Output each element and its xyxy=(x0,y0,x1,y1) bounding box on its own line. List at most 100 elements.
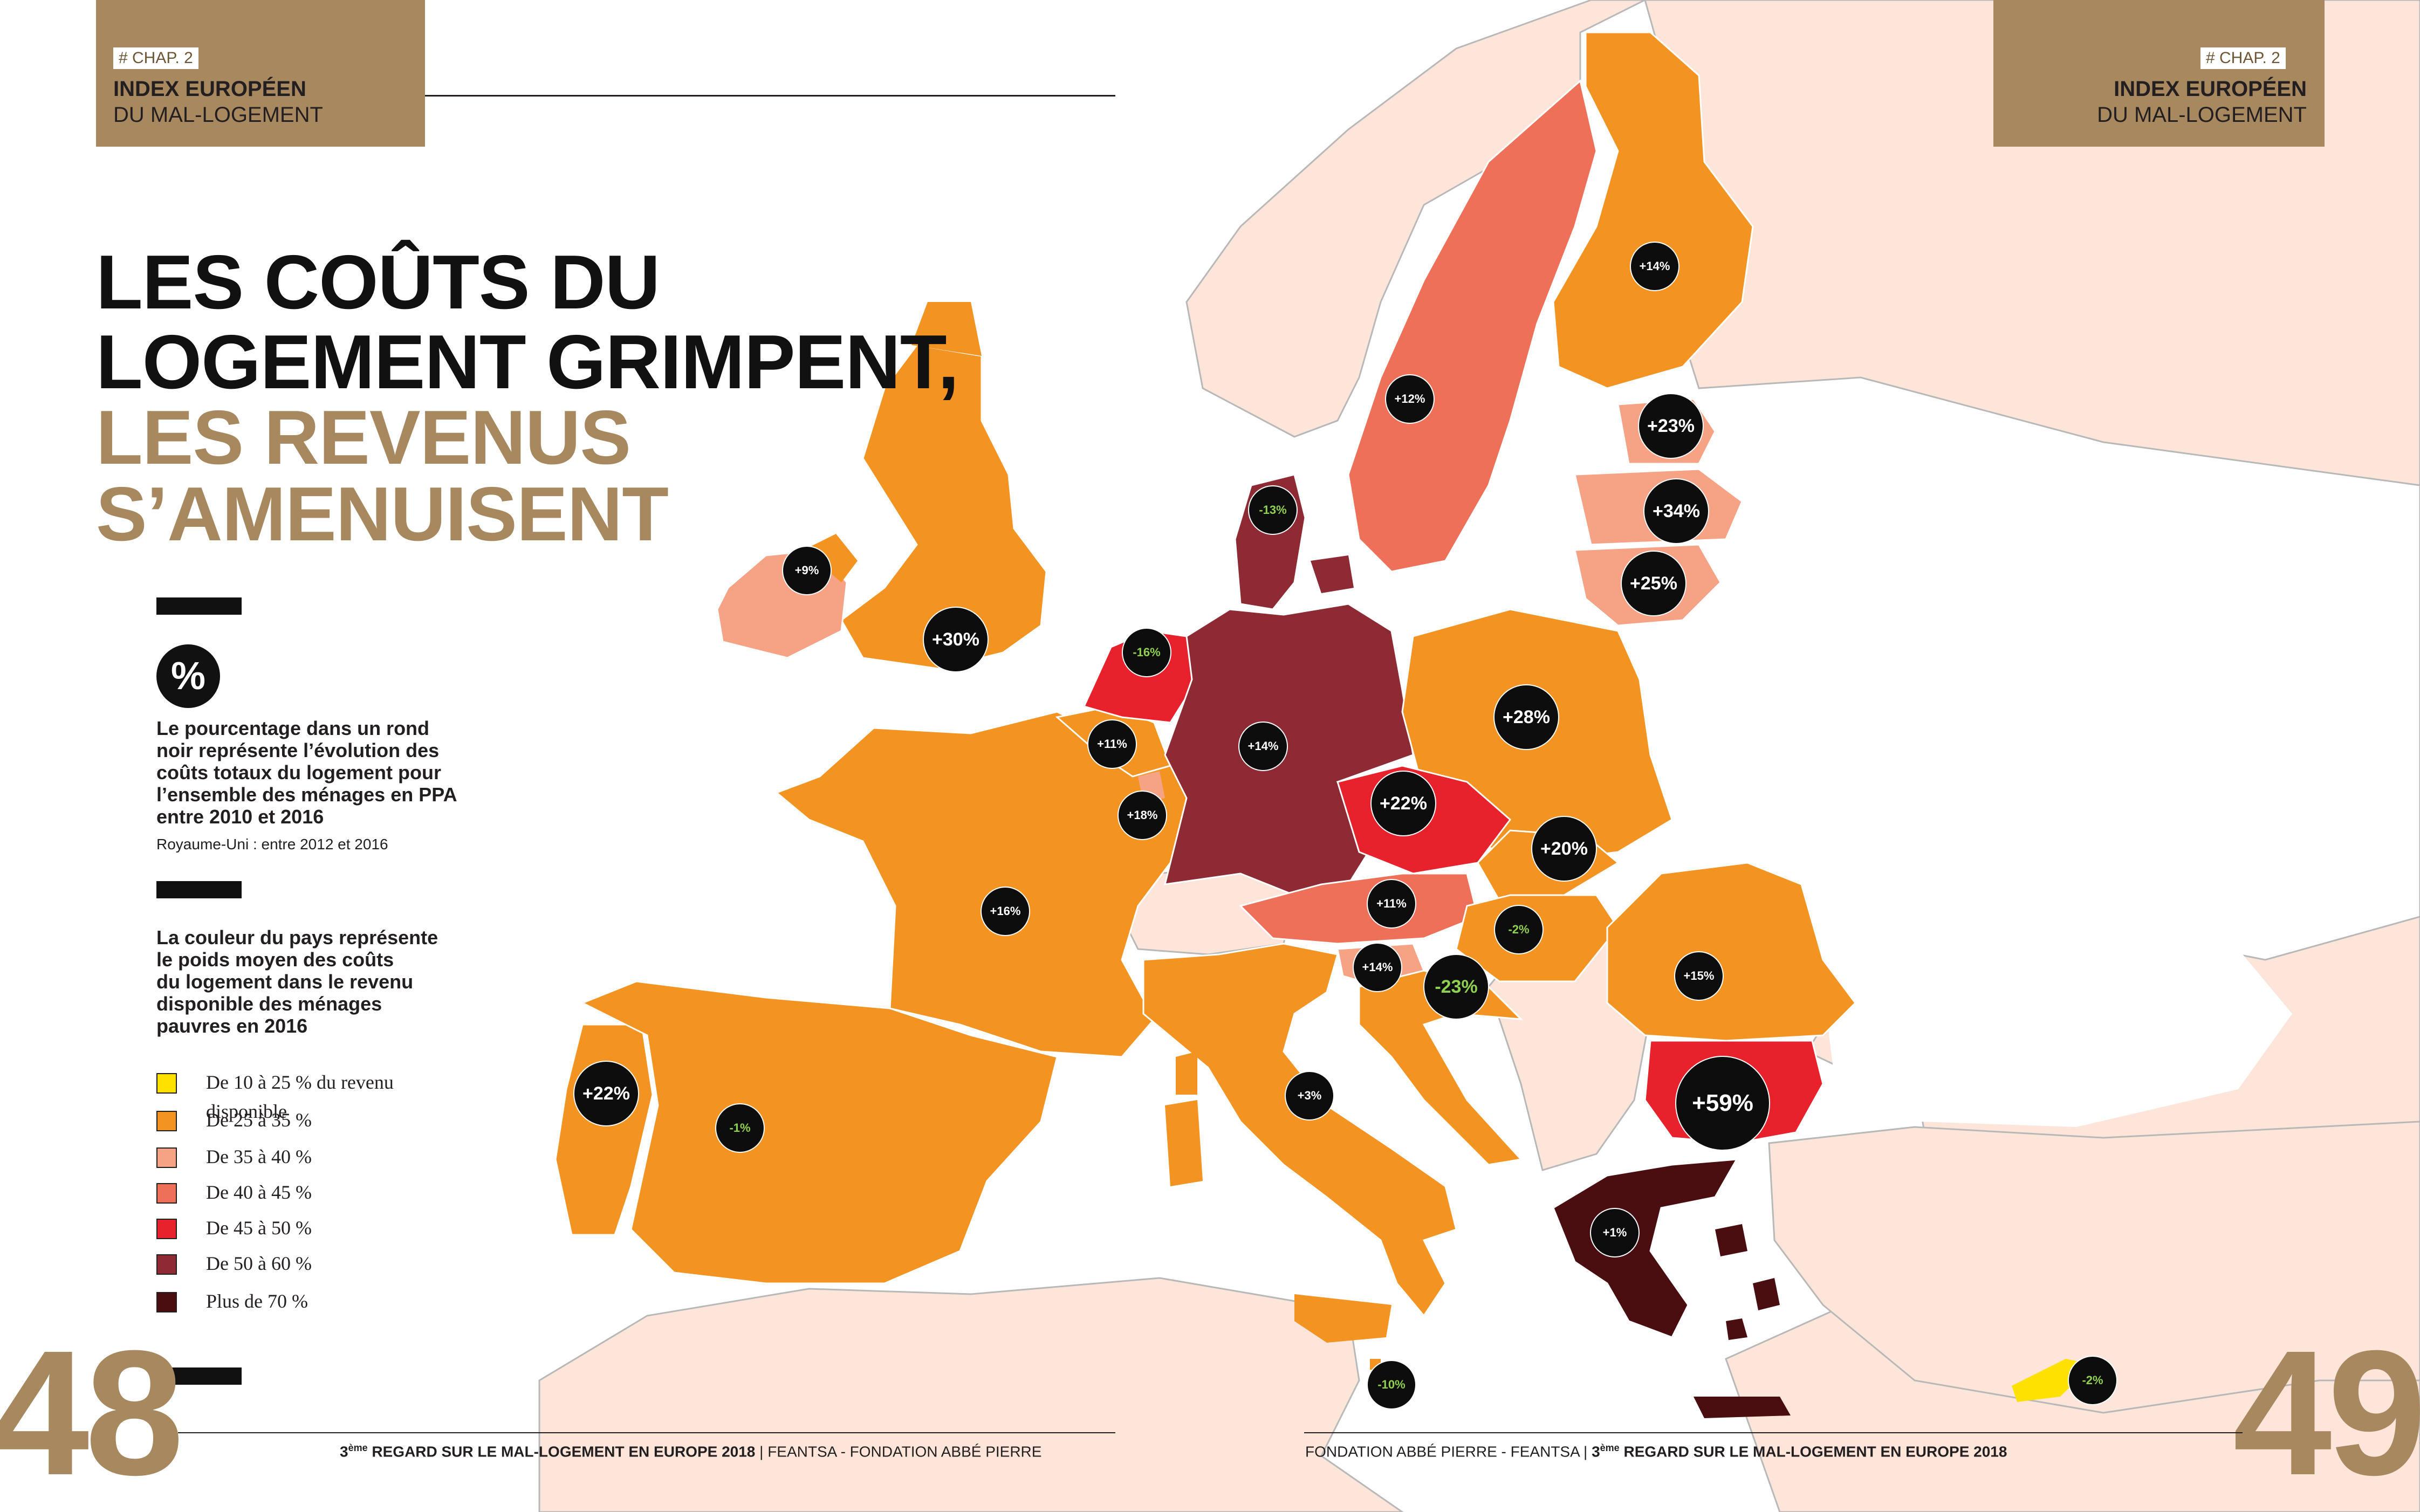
bubble-france: +16% xyxy=(981,886,1030,936)
crete xyxy=(1694,1397,1791,1418)
circle-note: Royaume-Uni : entre 2012 et 2016 xyxy=(156,836,388,853)
circle-desc-4: l’ensemble des ménages en PPA xyxy=(156,784,457,806)
romania xyxy=(1606,862,1856,1042)
percent-icon: % xyxy=(156,644,220,708)
title-line-3: LES REVENUS xyxy=(96,395,631,480)
greek-islands xyxy=(1715,1224,1780,1340)
bubble-slovakia: +20% xyxy=(1531,816,1597,882)
footer-left: 3ème REGARD SUR LE MAL-LOGEMENT EN EUROP… xyxy=(340,1439,1041,1461)
footer-right: FONDATION ABBÉ PIERRE - FEANTSA | 3ème R… xyxy=(1305,1439,2007,1461)
denmark-islands xyxy=(1311,555,1354,593)
color-desc-1: La couleur du pays représente xyxy=(156,926,438,949)
color-desc-2: le poids moyen des coûts xyxy=(156,949,394,971)
color-desc-5: pauvres en 2016 xyxy=(156,1015,308,1037)
header-left-box xyxy=(96,0,425,147)
header-right-subtitle: DU MAL-LOGEMENT xyxy=(2097,103,2307,127)
footer-right-num: 3 xyxy=(1592,1443,1600,1460)
legend-bar-2 xyxy=(156,881,242,898)
footer-left-bold: REGARD SUR LE MAL-LOGEMENT EN EUROPE 201… xyxy=(367,1443,756,1460)
bubble-ireland: +9% xyxy=(782,546,832,595)
bubble-united-kingdom: +30% xyxy=(923,607,989,672)
bubble-hungary: -2% xyxy=(1494,905,1544,954)
legend-swatch xyxy=(156,1292,177,1312)
legend-label: De 50 à 60 % xyxy=(206,1253,312,1274)
bubble-austria: +11% xyxy=(1367,879,1416,929)
header-right-title: INDEX EUROPÉEN xyxy=(2114,77,2307,101)
footer-rule-right xyxy=(1304,1432,2243,1433)
bubble-luxembourg: +18% xyxy=(1118,791,1167,840)
black-sea xyxy=(1823,911,2292,1127)
bubble-latvia: +34% xyxy=(1643,478,1709,544)
footer-rule-left xyxy=(178,1432,1115,1433)
sweden xyxy=(1347,79,1598,573)
title-line-2: LOGEMENT GRIMPENT, xyxy=(96,319,959,405)
bubble-slovenia: +14% xyxy=(1353,943,1402,992)
bubble-greece: +1% xyxy=(1590,1208,1640,1257)
circle-desc-5: entre 2010 et 2016 xyxy=(156,806,324,828)
legend-bar-1 xyxy=(156,597,242,615)
legend-label: Plus de 70 % xyxy=(206,1290,308,1312)
bubble-belgium: +11% xyxy=(1087,719,1137,769)
italy xyxy=(1142,943,1457,1317)
header-right-tag: # CHAP. 2 xyxy=(2200,47,2286,69)
footer-left-num: 3 xyxy=(340,1443,348,1460)
finland xyxy=(1552,31,1754,389)
legend-label: De 40 à 45 % xyxy=(206,1181,312,1203)
circle-desc-3: coûts totaux du logement pour xyxy=(156,761,441,784)
turkey xyxy=(1768,1121,2420,1414)
bubble-italy: +3% xyxy=(1285,1071,1334,1121)
bubble-netherlands: -16% xyxy=(1122,628,1171,677)
page-number-right: 49 xyxy=(2233,1313,2420,1512)
color-desc-4: disponible des ménages xyxy=(156,993,382,1015)
spain xyxy=(580,980,1058,1284)
bubble-germany: +14% xyxy=(1238,721,1288,771)
legend-label: De 35 à 40 % xyxy=(206,1146,312,1167)
footer-right-bold: REGARD SUR LE MAL-LOGEMENT EN EUROPE 201… xyxy=(1619,1443,2007,1460)
legend-swatch xyxy=(156,1073,177,1094)
footer-right-rest: FONDATION ABBÉ PIERRE - FEANTSA | xyxy=(1305,1443,1592,1460)
bubble-romania: +15% xyxy=(1674,951,1724,1001)
legend-swatch xyxy=(156,1147,177,1168)
bubble-czech-republic: +22% xyxy=(1370,771,1436,836)
title-line-1: LES COÛTS DU xyxy=(96,239,660,325)
legend-swatch xyxy=(156,1254,177,1275)
legend-label: De 25 à 35 % xyxy=(206,1109,312,1131)
footer-left-rest: | FEANTSA - FONDATION ABBÉ PIERRE xyxy=(755,1443,1042,1460)
sardinia xyxy=(1165,1100,1203,1186)
northern-ireland xyxy=(804,534,858,582)
circle-desc-2: noir représente l’évolution des xyxy=(156,739,440,761)
legend-label: De 10 à 25 % du revenu xyxy=(206,1071,394,1093)
legend-bar-3 xyxy=(156,1367,242,1385)
uk-north xyxy=(911,302,982,356)
legend-swatch xyxy=(156,1183,177,1204)
bubble-portugal: +22% xyxy=(573,1061,639,1126)
bubble-croatia: -23% xyxy=(1423,954,1489,1020)
legend-label-2: disponible xyxy=(206,1101,287,1122)
header-left-rule xyxy=(425,95,1115,97)
bubble-sweden: +12% xyxy=(1385,374,1435,424)
circle-desc-1: Le pourcentage dans un rond xyxy=(156,717,430,739)
legend-swatch xyxy=(156,1111,177,1131)
greece xyxy=(1552,1158,1738,1338)
footer-left-sup: ème xyxy=(348,1442,368,1453)
legend-label: De 45 à 50 % xyxy=(206,1217,312,1239)
title-line-4: S’AMENUISENT xyxy=(96,471,669,557)
legend-swatch xyxy=(156,1219,177,1239)
sicily xyxy=(1294,1294,1391,1343)
bubble-malta: -10% xyxy=(1367,1360,1416,1410)
page-number-left: 48 xyxy=(0,1313,184,1512)
bubble-bulgaria: +59% xyxy=(1675,1056,1770,1151)
uk xyxy=(840,344,1047,670)
bubble-denmark: -13% xyxy=(1248,485,1298,535)
color-desc-3: du logement dans le revenu xyxy=(156,971,414,993)
bubble-lithuania: +25% xyxy=(1621,551,1687,616)
header-left-subtitle: DU MAL-LOGEMENT xyxy=(113,103,323,127)
norway xyxy=(1185,0,1646,438)
header-right-box xyxy=(1993,0,2325,147)
bubble-cyprus: -2% xyxy=(2068,1356,2117,1405)
bubble-estonia: +23% xyxy=(1638,393,1704,459)
corsica xyxy=(1176,1051,1197,1095)
header-left-tag: # CHAP. 2 xyxy=(113,47,198,69)
bubble-spain: -1% xyxy=(715,1103,765,1153)
